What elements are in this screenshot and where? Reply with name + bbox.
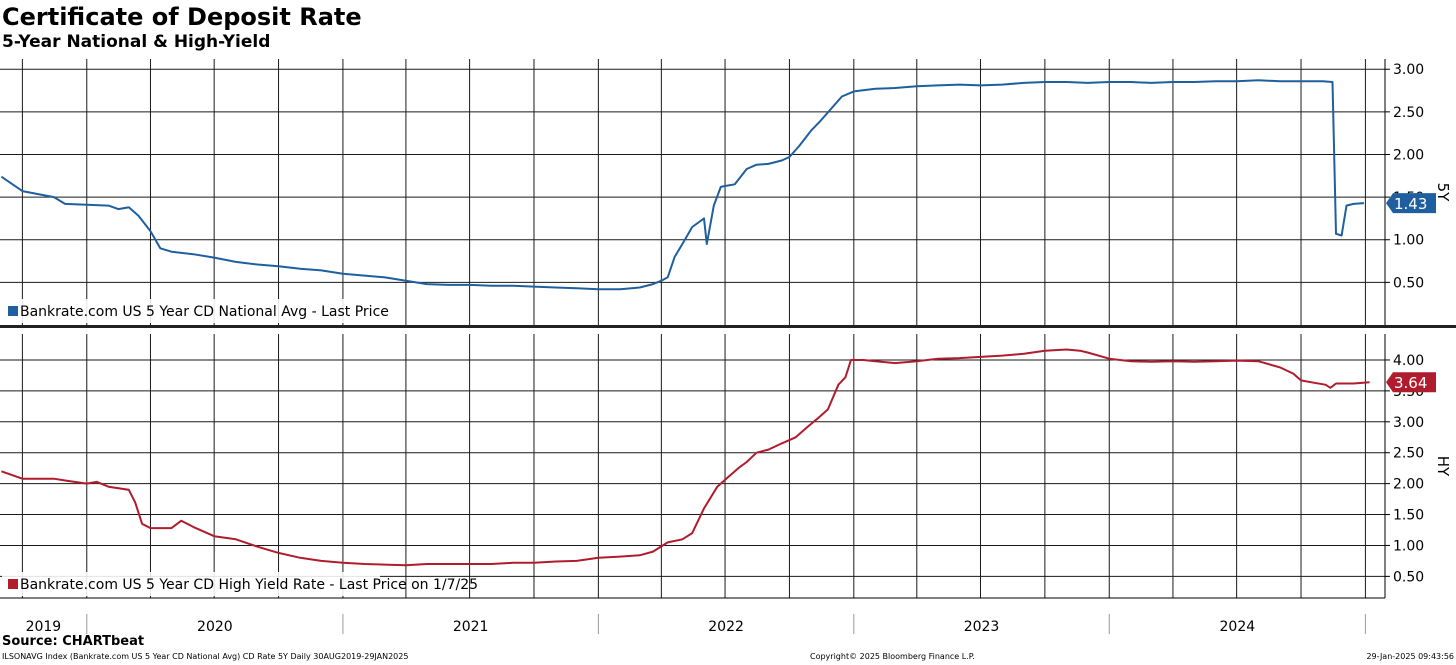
x-tick-label: 2019 [26,619,62,635]
copyright: Copyright© 2025 Bloomberg Finance L.P. [810,652,975,661]
panel-separator [0,325,1456,328]
chart-subtitle: 5-Year National & High-Yield [2,32,271,52]
last-value-badge [1386,372,1436,393]
x-tick-label: 2021 [453,619,489,635]
y-tick-label: 3.00 [1393,415,1424,431]
legend-background [2,299,380,323]
source-note: Source: CHARTbeat [2,634,145,649]
legend-swatch [8,306,18,316]
x-tick-label: 2020 [197,619,233,635]
last-value-badge [1386,193,1436,214]
chart-title: Certificate of Deposit Rate [2,3,362,31]
y-tick-label: 1.00 [1393,538,1424,554]
panel-axis-label: 5Y [1434,183,1452,203]
y-tick-label: 2.50 [1393,105,1424,121]
x-tick-label: 2024 [1220,619,1256,635]
x-tick-label: 2023 [964,619,1000,635]
series-line [1,348,1370,567]
timestamp: 29-Jan-2025 09:43:56 [1366,652,1454,661]
y-tick-label: 2.00 [1393,477,1424,493]
index-info: ILSONAVG Index (Bankrate.com US 5 Year C… [2,652,409,661]
last-value-label: 3.64 [1394,374,1427,392]
legend-label: Bankrate.com US 5 Year CD High Yield Rat… [20,577,478,593]
y-tick-label: 1.50 [1393,508,1424,524]
y-tick-label: 2.50 [1393,446,1424,462]
legend-background [2,572,380,596]
last-value-label: 1.43 [1394,195,1427,213]
y-tick-label: 0.50 [1393,275,1424,291]
y-tick-label: 4.00 [1393,353,1424,369]
legend-label: Bankrate.com US 5 Year CD National Avg -… [20,304,389,320]
legend-swatch [8,579,18,589]
x-tick-label: 2022 [708,619,744,635]
panel-axis-label: HY [1434,456,1452,477]
y-tick-label: 2.00 [1393,147,1424,163]
y-tick-label: 0.50 [1393,569,1424,585]
series-line [0,79,1365,291]
y-tick-label: 1.00 [1393,233,1424,249]
y-tick-label: 3.00 [1393,62,1424,78]
